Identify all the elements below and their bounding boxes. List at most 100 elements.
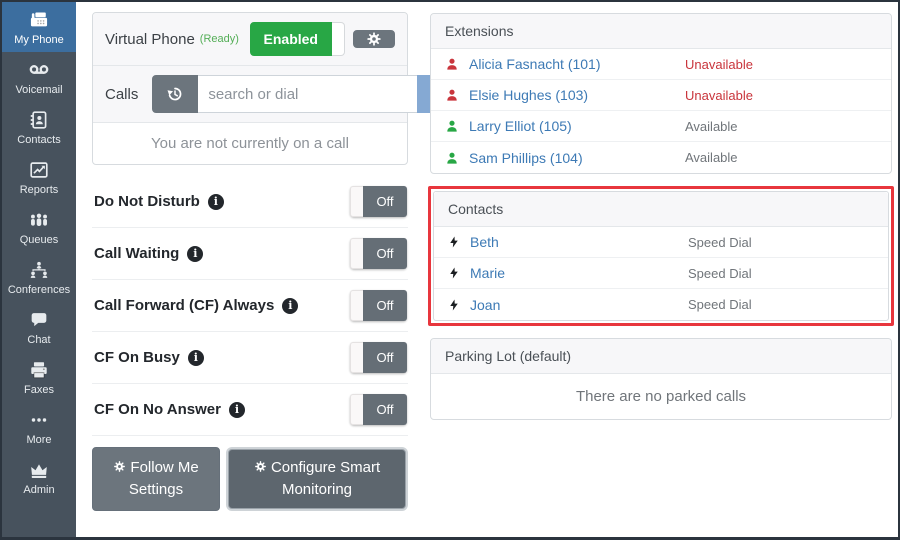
contact-link[interactable]: Joan <box>470 296 501 313</box>
parking-lot-panel: Parking Lot (default) There are no parke… <box>430 338 892 420</box>
sidebar-item-reports[interactable]: Reports <box>2 152 76 202</box>
sidebar-item-queues[interactable]: Queues <box>2 202 76 252</box>
main-content: Virtual Phone (Ready) Enabled Calls <box>76 2 898 537</box>
call-waiting-toggle[interactable]: Off <box>350 238 407 269</box>
virtual-phone-title: Virtual Phone <box>105 30 195 48</box>
search-or-dial-input[interactable] <box>198 75 418 113</box>
contact-link[interactable]: Beth <box>470 234 499 250</box>
extension-link[interactable]: Larry Elliot (105) <box>469 118 572 134</box>
toggle-label: Do Not Disturb i <box>94 193 224 210</box>
chat-bubble-icon <box>28 309 50 331</box>
call-history-button[interactable] <box>152 75 199 113</box>
toggle-knob <box>350 342 363 373</box>
toggle-knob <box>350 238 363 269</box>
toggle-knob <box>350 394 363 425</box>
sidebar-item-faxes[interactable]: Faxes <box>2 352 76 402</box>
contact-type: Speed Dial <box>688 297 752 312</box>
people-group-icon <box>28 209 50 231</box>
toggle-knob <box>350 186 363 217</box>
gear-icon <box>114 461 126 472</box>
person-icon <box>445 57 459 71</box>
extension-row: Sam Phillips (104) Available <box>431 142 891 173</box>
sidebar-item-more[interactable]: More <box>2 402 76 452</box>
virtual-phone-row: Virtual Phone (Ready) Enabled <box>93 13 407 66</box>
contact-row: Joan Speed Dial <box>434 289 888 320</box>
toggle-state: Off <box>363 186 407 217</box>
crown-icon <box>28 459 50 481</box>
dnd-toggle[interactable]: Off <box>350 186 407 217</box>
person-icon <box>445 151 459 165</box>
toggle-label: Call Waiting i <box>94 245 204 262</box>
contact-row: Marie Speed Dial <box>434 258 888 289</box>
info-icon[interactable]: i <box>207 193 224 210</box>
phone-settings-button[interactable] <box>353 30 395 48</box>
voicemail-icon <box>28 59 50 81</box>
speed-dial-bolt-icon <box>448 266 460 280</box>
extensions-panel: Extensions Alicia Fasnacht (101) Unavail… <box>430 13 892 174</box>
speed-dial-bolt-icon <box>448 235 460 249</box>
extensions-header: Extensions <box>431 14 891 49</box>
toggle-row-call-waiting: Call Waiting i Off <box>92 228 408 280</box>
sidebar-item-my-phone[interactable]: My Phone <box>2 2 76 52</box>
desk-phone-icon <box>28 9 50 31</box>
feature-toggles: Do Not Disturb i Off Call Waiting i <box>92 176 408 436</box>
gear-icon <box>254 461 266 472</box>
cf-always-toggle[interactable]: Off <box>350 290 407 321</box>
extension-status: Unavailable <box>685 56 753 72</box>
history-icon <box>167 87 182 101</box>
extension-link[interactable]: Sam Phillips (104) <box>469 149 583 166</box>
configure-smart-monitoring-button[interactable]: Configure Smart Monitoring <box>228 449 406 509</box>
parking-lot-header: Parking Lot (default) <box>431 339 891 374</box>
sidebar: My Phone Voicemail Contacts Reports Queu… <box>2 2 76 537</box>
toggle-label-text: Do Not Disturb <box>94 193 200 210</box>
toggle-row-cf-no-answer: CF On No Answer i Off <box>92 384 408 436</box>
toggle-state: Off <box>363 394 407 425</box>
sidebar-item-label: More <box>26 433 52 446</box>
follow-me-label: Follow Me Settings <box>128 459 199 498</box>
extension-link[interactable]: Elsie Hughes (103) <box>469 87 589 103</box>
extension-status: Available <box>685 150 738 165</box>
virtual-phone-status: (Ready) <box>199 33 239 45</box>
sidebar-item-admin[interactable]: Admin <box>2 452 76 502</box>
conference-tree-icon <box>28 259 50 281</box>
toggle-label-text: Call Forward (CF) Always <box>94 297 275 314</box>
info-icon[interactable]: i <box>187 245 204 262</box>
extension-row: Alicia Fasnacht (101) Unavailable <box>431 49 891 80</box>
fax-printer-icon <box>28 359 50 381</box>
toggle-label: Call Forward (CF) Always i <box>94 297 299 314</box>
info-icon[interactable]: i <box>282 297 299 314</box>
toggle-row-dnd: Do Not Disturb i Off <box>92 176 408 228</box>
sidebar-item-voicemail[interactable]: Voicemail <box>2 52 76 102</box>
person-icon <box>445 119 459 133</box>
sidebar-item-label: Queues <box>19 233 59 246</box>
extension-status: Unavailable <box>685 87 753 103</box>
cf-no-answer-toggle[interactable]: Off <box>350 394 407 425</box>
info-icon[interactable]: i <box>228 401 245 418</box>
contact-row: Beth Speed Dial <box>434 227 888 258</box>
gear-icon <box>367 32 381 46</box>
toggle-label-text: CF On Busy <box>94 349 180 366</box>
calls-row: Calls Call <box>93 66 495 123</box>
extension-row: Elsie Hughes (103) Unavailable <box>431 80 891 111</box>
extension-link[interactable]: Alicia Fasnacht (101) <box>469 56 601 72</box>
sidebar-item-label: Voicemail <box>15 83 63 96</box>
status-column: Extensions Alicia Fasnacht (101) Unavail… <box>428 13 894 420</box>
toggle-state: Off <box>363 342 407 373</box>
sidebar-item-contacts[interactable]: Contacts <box>2 102 76 152</box>
ellipsis-icon <box>28 409 50 431</box>
toggle-row-cf-always: Call Forward (CF) Always i Off <box>92 280 408 332</box>
follow-me-settings-button[interactable]: Follow Me Settings <box>92 447 220 511</box>
info-icon[interactable]: i <box>187 349 204 366</box>
extension-status: Available <box>685 118 738 134</box>
sidebar-item-chat[interactable]: Chat <box>2 302 76 352</box>
enabled-toggle[interactable]: Enabled <box>249 22 345 56</box>
cf-busy-toggle[interactable]: Off <box>350 342 407 373</box>
sidebar-item-conferences[interactable]: Conferences <box>2 252 76 302</box>
action-buttons: Follow Me Settings Configure Smart Monit… <box>92 447 408 511</box>
extension-row: Larry Elliot (105) Available <box>431 111 891 142</box>
address-book-icon <box>28 109 50 131</box>
enabled-toggle-knob <box>332 22 345 56</box>
sidebar-item-label: Faxes <box>24 383 54 396</box>
contact-link[interactable]: Marie <box>470 265 506 281</box>
